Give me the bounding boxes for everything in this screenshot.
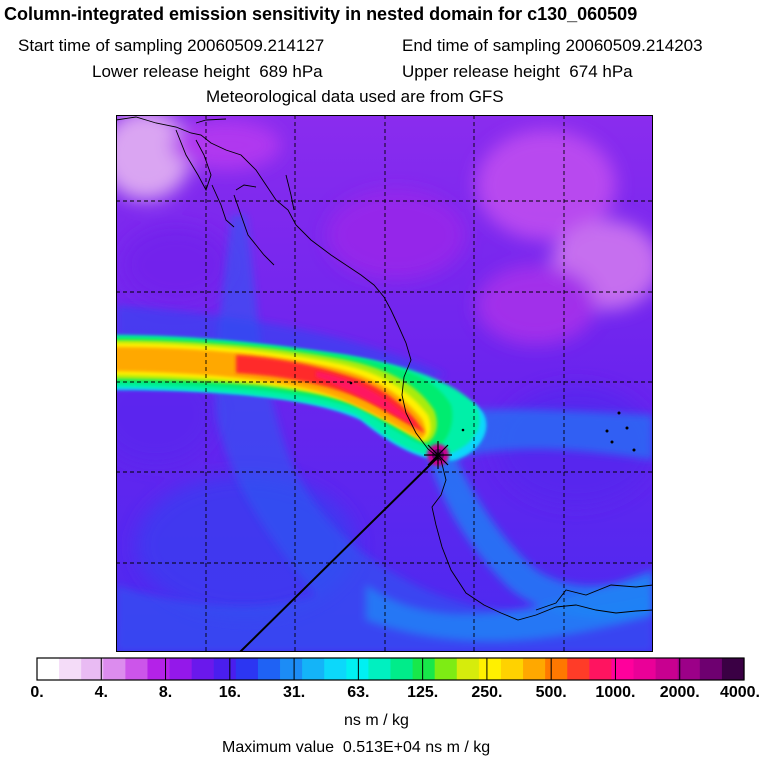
start-time-value: 20060509.214127 (187, 36, 325, 55)
lower-release-caption: Lower release height (92, 62, 250, 81)
colorbar-tick-label: 4000. (720, 684, 760, 701)
colorbar-tick-label: 500. (536, 684, 567, 701)
colorbar-tick-label: 1000. (595, 684, 635, 701)
lower-release-unit: hPa (292, 62, 323, 81)
colorbar-tick-labels: 0. 4. 8. 16. 31. 63. 125. 250. 500. 1000. 2000. 400… (30, 684, 760, 701)
colorbar-tick-label: 63. (347, 684, 369, 701)
map-frame (116, 115, 653, 652)
colorbar-swatch (677, 658, 701, 680)
colorbar-swatch (280, 658, 303, 680)
colorbar-swatch (324, 658, 347, 680)
colorbar-tick-label: 31. (283, 684, 305, 701)
met-data-label: Meteorological data used are from GFS (206, 87, 504, 106)
end-time-caption: End time of sampling (402, 36, 561, 55)
start-time-label: Start time of sampling 20060509.214127 (18, 36, 324, 56)
colorbar-swatch (169, 658, 193, 680)
colorbar-swatch (235, 658, 259, 680)
colorbar-swatch (567, 658, 590, 680)
colorbar-swatch (456, 658, 480, 680)
colorbar-swatch (589, 658, 613, 680)
colorbar-swatch (412, 658, 436, 680)
colorbar-swatch (257, 658, 281, 680)
end-time-value: 20060509.214203 (565, 36, 703, 55)
flight-track-line (239, 456, 439, 652)
colorbar-swatch (346, 658, 370, 680)
colorbar: 0. 4. 8. 16. 31. 63. 125. 250. 500. 1000. 2000. 400… (30, 657, 760, 701)
upper-release-unit: hPa (602, 62, 633, 81)
colorbar-swatch (633, 658, 657, 680)
colorbar-tick-label: 16. (219, 684, 241, 701)
colorbar-tick-label: 0. (30, 684, 43, 701)
start-time-caption: Start time of sampling (18, 36, 183, 55)
colorbar-swatch (81, 658, 104, 680)
colorbar-swatch (191, 658, 215, 680)
colorbar-swatch (523, 658, 546, 680)
upper-release-value: 674 (569, 62, 598, 81)
lower-release-value: 689 (259, 62, 288, 81)
colorbar-swatch (434, 658, 458, 680)
upper-release-caption: Upper release height (402, 62, 560, 81)
colorbar-swatch (699, 658, 723, 680)
colorbar-tick-label: 250. (471, 684, 502, 701)
colorbar-ticks (100, 658, 681, 680)
colorbar-frame (36, 657, 745, 681)
max-caption: Maximum value (222, 739, 335, 756)
colorbar-swatch (37, 658, 60, 680)
end-time-label: End time of sampling 20060509.214203 (402, 36, 703, 56)
colorbar-swatch (302, 658, 325, 680)
lower-release-label: Lower release height 689 hPa (92, 62, 323, 82)
colorbar-swatch (213, 658, 237, 680)
coastlines (116, 116, 653, 621)
plume (116, 335, 487, 469)
chart-title: Column-integrated emission sensitivity i… (4, 4, 638, 24)
colorbar-swatch (500, 658, 524, 680)
colorbar-swatch (390, 658, 414, 680)
emission-sensitivity-map (116, 115, 653, 652)
max-units: ns m / kg (425, 739, 491, 756)
colorbar-swatch (125, 658, 149, 680)
colorbar-swatch (478, 658, 502, 680)
colorbar-tick-label: 8. (159, 684, 172, 701)
colorbar-swatch (655, 658, 679, 680)
colorbar-swatch (721, 658, 745, 680)
colorbar-swatch (59, 658, 82, 680)
colorbar-tick-label: 125. (407, 684, 438, 701)
colorbar-swatch (103, 658, 126, 680)
max-value: 0.513E+04 (342, 739, 421, 756)
upper-release-label: Upper release height 674 hPa (402, 62, 633, 82)
colorbar-swatch (545, 658, 568, 680)
colorbar-tick-label: 2000. (660, 684, 700, 701)
map-grid (116, 115, 653, 652)
colorbar-units: ns m / kg (344, 712, 409, 729)
colorbar-swatch (611, 658, 635, 680)
colorbar-swatches (37, 658, 745, 680)
colorbar-swatch (147, 658, 171, 680)
maximum-value-label: Maximum value 0.513E+04 ns m / kg (222, 739, 490, 757)
colorbar-tick-label: 4. (95, 684, 108, 701)
colorbar-swatch (368, 658, 392, 680)
